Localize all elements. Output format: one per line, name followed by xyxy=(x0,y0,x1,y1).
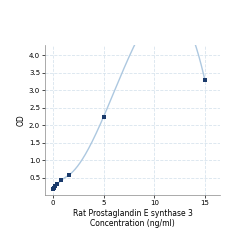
X-axis label: Rat Prostaglandin E synthase 3
Concentration (ng/ml): Rat Prostaglandin E synthase 3 Concentra… xyxy=(72,209,192,228)
Point xyxy=(55,182,59,186)
Y-axis label: OD: OD xyxy=(17,114,26,126)
Point xyxy=(102,114,106,118)
Point xyxy=(59,178,63,182)
Point xyxy=(203,78,207,82)
Point xyxy=(52,186,56,190)
Point xyxy=(67,173,71,177)
Point xyxy=(53,184,57,188)
Point xyxy=(51,187,55,191)
